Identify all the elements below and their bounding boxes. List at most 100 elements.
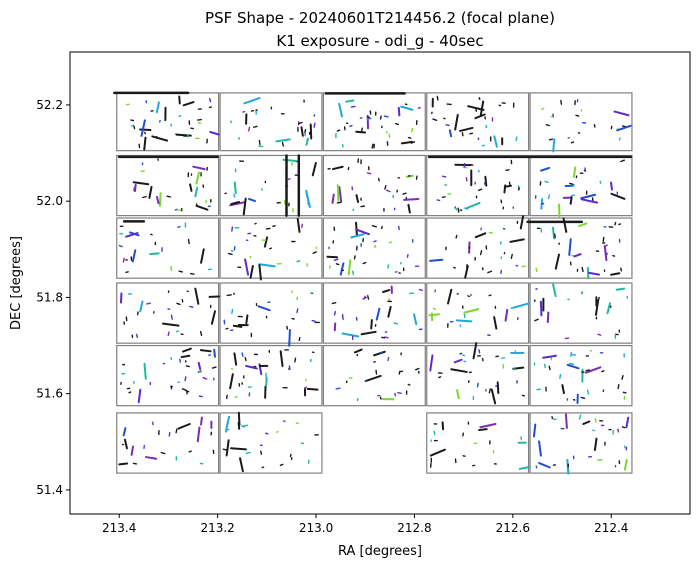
psf-whisker: [625, 460, 627, 470]
psf-whisker: [367, 173, 370, 174]
psf-whisker: [140, 129, 150, 130]
psf-whisker: [455, 360, 462, 363]
psf-whisker: [505, 186, 511, 187]
psf-whisker: [396, 124, 398, 125]
psf-whisker: [283, 160, 296, 161]
psf-whisker: [542, 204, 544, 205]
psf-whisker: [179, 97, 180, 104]
psf-whisker: [511, 255, 512, 259]
psf-whisker: [523, 395, 525, 396]
psf-whisker: [259, 264, 274, 266]
psf-whisker: [443, 176, 446, 177]
ccd-outline: [117, 283, 219, 343]
psf-whisker: [430, 355, 432, 370]
psf-whisker: [381, 116, 382, 119]
ccd-outline: [530, 218, 632, 278]
psf-whisker: [543, 356, 556, 358]
psf-whisker: [494, 136, 497, 146]
psf-whisker: [196, 173, 199, 184]
y-axis-label: DEC [degrees]: [9, 236, 24, 330]
psf-whisker: [210, 99, 211, 102]
psf-whisker: [235, 183, 236, 194]
psf-whisker: [382, 337, 384, 338]
psf-whisker: [251, 266, 253, 278]
psf-whisker: [334, 259, 337, 260]
psf-whisker: [175, 209, 177, 210]
psf-whisker: [576, 115, 579, 116]
psf-whisker: [534, 424, 535, 436]
x-tick-label: 213.0: [299, 521, 333, 535]
psf-whisker: [516, 137, 517, 140]
psf-whisker: [373, 226, 377, 227]
psf-whisker: [201, 249, 204, 262]
psf-whisker: [368, 119, 371, 120]
psf-whisker: [142, 120, 145, 135]
psf-whisker: [292, 163, 293, 165]
ccd-outline: [117, 413, 219, 473]
psf-whisker: [276, 139, 289, 141]
psf-whisker: [542, 199, 543, 202]
psf-whisker: [389, 242, 391, 243]
psf-whisker: [226, 328, 228, 329]
ccd-outline: [220, 283, 322, 343]
psf-whisker: [254, 126, 257, 127]
y-tick-label: 51.6: [36, 387, 63, 401]
psf-whisker: [492, 390, 495, 404]
psf-whisker: [333, 167, 343, 169]
psf-whisker: [541, 302, 542, 316]
psf-whisker: [339, 187, 341, 202]
psf-whisker: [242, 353, 243, 356]
psf-whisker: [622, 427, 624, 428]
psf-whisker: [212, 311, 215, 323]
psf-whisker: [227, 440, 229, 455]
ccd-outline: [530, 346, 632, 406]
psf-whisker: [372, 144, 373, 148]
psf-whisker: [394, 323, 397, 324]
psf-whisker: [489, 295, 491, 296]
psf-whisker: [571, 197, 572, 204]
psf-whisker: [313, 163, 316, 175]
psf-whisker: [580, 415, 581, 419]
psf-whisker: [124, 428, 126, 435]
psf-whisker: [466, 178, 467, 181]
psf-whisker: [266, 433, 268, 434]
psf-whisker: [541, 228, 542, 231]
psf-whisker: [308, 389, 318, 390]
psf-whisker: [350, 126, 352, 127]
psf-whisker: [135, 185, 136, 191]
psf-whisker: [366, 376, 381, 381]
psf-whisker: [556, 255, 559, 269]
psf-whisker: [564, 218, 567, 231]
psf-whisker: [133, 250, 135, 261]
psf-whisker: [384, 116, 388, 117]
psf-whisker: [433, 308, 435, 309]
psf-whisker: [553, 228, 554, 239]
psf-whisker: [201, 350, 211, 351]
psf-whisker: [265, 237, 267, 246]
psf-whisker: [362, 332, 376, 334]
psf-whisker: [339, 104, 342, 116]
psf-whisker: [306, 191, 309, 205]
psf-whisker: [418, 108, 420, 109]
psf-whisker: [134, 126, 135, 128]
psf-whisker: [466, 203, 480, 208]
psf-whisker: [356, 229, 369, 234]
psf-whisker: [468, 296, 469, 297]
psf-whisker: [399, 108, 400, 116]
psf-whisker: [179, 271, 182, 272]
psf-whisker: [243, 112, 244, 113]
psf-whisker: [521, 437, 522, 440]
psf-whisker: [589, 273, 599, 275]
psf-whisker: [570, 183, 573, 184]
y-tick-label: 51.4: [36, 483, 63, 497]
psf-whisker: [398, 393, 401, 394]
psf-whisker: [199, 371, 201, 372]
psf-whisker: [621, 160, 624, 161]
psf-whisker: [457, 320, 471, 321]
ccd-layer: [117, 93, 632, 473]
x-tick-label: 213.4: [102, 521, 136, 535]
psf-whisker: [177, 303, 180, 304]
psf-whisker: [626, 418, 628, 428]
psf-whisker: [149, 187, 151, 198]
